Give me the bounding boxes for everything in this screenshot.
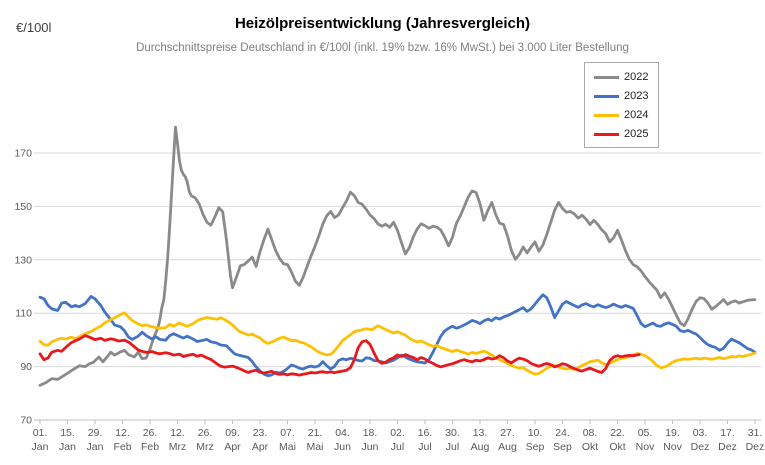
x-tick-label-month: Feb	[113, 441, 131, 453]
x-tick-label-month: Jul	[446, 441, 459, 453]
x-tick-label-day: 15.	[60, 427, 75, 439]
x-tick-label-month: Mai	[307, 441, 324, 453]
legend: 2022 2023 2024 2025	[584, 62, 660, 148]
x-tick-label-day: 19.	[665, 427, 680, 439]
x-tick-label-day: 08.	[583, 427, 598, 439]
x-tick-label-month: Mrz	[169, 441, 187, 453]
x-tick-label-month: Aug	[471, 441, 490, 453]
x-tick-label-month: Jan	[87, 441, 104, 453]
x-tick-label-month: Nov	[663, 441, 682, 453]
x-tick-label-day: 27.	[500, 427, 515, 439]
y-tick-label: 90	[20, 361, 32, 373]
x-tick-label-month: Jul	[418, 441, 431, 453]
legend-swatch	[594, 75, 619, 79]
legend-swatch	[594, 113, 619, 117]
x-tick-label-month: Okt	[609, 441, 625, 453]
x-tick-label-month: Okt	[582, 441, 598, 453]
x-tick-label-day: 26.	[143, 427, 158, 439]
x-tick-label-month: Jan	[32, 441, 49, 453]
series-line-2022	[38, 125, 757, 387]
y-axis-unit-label: €/100l	[16, 20, 52, 35]
x-tick-label-day: 18.	[363, 427, 378, 439]
x-tick-label-day: 03.	[693, 427, 708, 439]
x-tick-label-month: Dez	[746, 441, 765, 453]
x-tick-label-day: 29.	[88, 427, 103, 439]
x-tick-label-day: 21.	[308, 427, 323, 439]
x-tick-label-day: 12.	[115, 427, 130, 439]
x-tick-label-month: Dez	[718, 441, 737, 453]
x-tick-label-day: 04.	[335, 427, 350, 439]
x-tick-label-day: 05.	[638, 427, 653, 439]
legend-item-2024: 2024	[594, 108, 648, 122]
legend-item-2023: 2023	[594, 89, 648, 103]
x-tick-label-month: Dez	[691, 441, 710, 453]
legend-swatch	[594, 132, 619, 136]
y-tick-label: 130	[14, 254, 32, 266]
x-tick-label-day: 01.	[33, 427, 48, 439]
x-tick-label-day: 12.	[170, 427, 185, 439]
legend-label: 2025	[624, 127, 649, 140]
legend-item-2025: 2025	[594, 127, 648, 141]
y-tick-label: 70	[20, 415, 32, 427]
x-tick-label-month: Apr	[252, 441, 269, 453]
legend-item-2022: 2022	[594, 70, 648, 84]
x-tick-label-day: 02.	[390, 427, 405, 439]
x-tick-label-month: Mrz	[196, 441, 214, 453]
x-tick-label-day: 16.	[418, 427, 433, 439]
chart-subtitle: Durchschnittspreise Deutschland in €/100…	[136, 42, 629, 54]
x-tick-label-day: 13.	[473, 427, 488, 439]
y-tick-label: 110	[15, 308, 32, 320]
legend-swatch	[594, 94, 619, 98]
x-tick-label-day: 07.	[280, 427, 295, 439]
legend-label: 2023	[624, 89, 649, 102]
x-tick-label-month: Jan	[59, 441, 76, 453]
x-tick-label-month: Sep	[553, 441, 572, 453]
x-tick-label-day: 17.	[720, 427, 735, 439]
x-tick-label-month: Jun	[334, 441, 351, 453]
y-tick-label: 150	[14, 201, 32, 213]
x-tick-label-month: Apr	[224, 441, 241, 453]
x-tick-label-day: 24.	[555, 427, 570, 439]
x-tick-label-day: 30.	[445, 427, 460, 439]
x-tick-label-month: Nov	[636, 441, 655, 453]
x-tick-label-month: Sep	[526, 441, 545, 453]
x-tick-label-day: 23.	[253, 427, 268, 439]
x-tick-label-month: Aug	[498, 441, 517, 453]
x-tick-label-month: Feb	[141, 441, 159, 453]
y-tick-label: 170	[14, 148, 32, 160]
legend-label: 2022	[624, 70, 649, 83]
series-line-2024	[38, 311, 757, 376]
legend-label: 2024	[624, 108, 649, 121]
x-tick-label-month: Jul	[391, 441, 404, 453]
x-tick-label-day: 10.	[528, 427, 543, 439]
series-line-2023	[38, 293, 757, 378]
x-tick-label-day: 22.	[610, 427, 625, 439]
x-tick-label-day: 26.	[198, 427, 213, 439]
x-tick-label-month: Jun	[362, 441, 379, 453]
x-tick-label-day: 31.	[748, 427, 763, 439]
chart-title: Heizölpreisentwicklung (Jahresvergleich)	[234, 15, 531, 32]
x-tick-label-day: 09.	[225, 427, 240, 439]
x-tick-label-month: Mai	[279, 441, 296, 453]
series-line-2025	[38, 334, 641, 377]
